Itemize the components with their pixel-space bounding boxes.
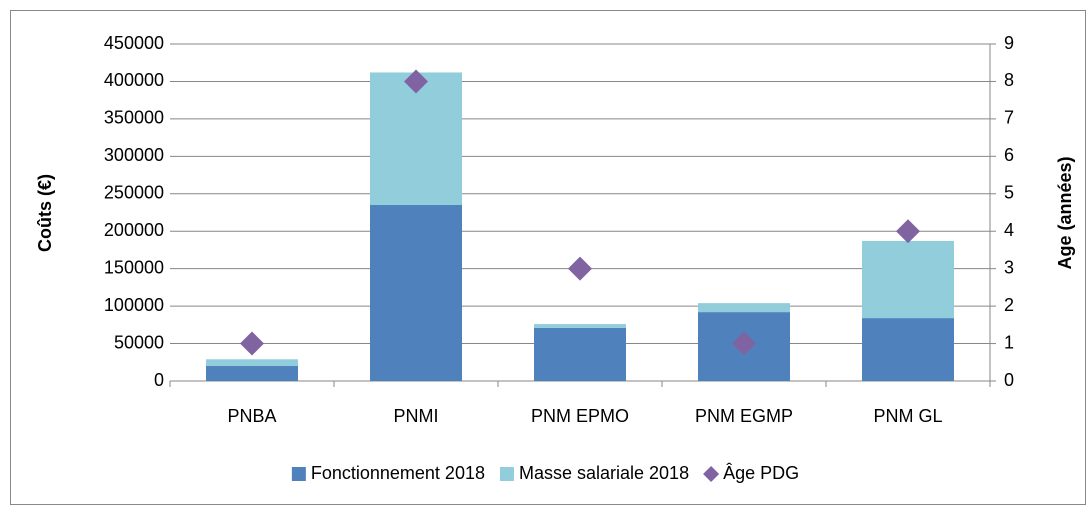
diamond-marker — [240, 331, 264, 356]
y-tick-label: 150000 — [104, 257, 164, 277]
x-tick-label: PNBA — [227, 406, 276, 426]
x-tick-label: PNM GL — [873, 406, 942, 426]
y2-tick-label: 4 — [1004, 220, 1014, 240]
y2-tick-label: 7 — [1004, 108, 1014, 128]
diamond-marker — [732, 331, 756, 356]
y-tick-label: 50000 — [114, 332, 164, 352]
y2-tick-label: 5 — [1004, 183, 1014, 203]
legend-item: Âge PDG — [703, 463, 799, 483]
bar-segment — [862, 318, 954, 381]
bar-segment — [206, 366, 298, 381]
legend-label: Âge PDG — [723, 463, 799, 483]
y2-tick-label: 3 — [1004, 257, 1014, 277]
diamond-marker — [896, 219, 920, 244]
bar-segment — [534, 327, 626, 381]
y-axis-title: Coûts (€) — [35, 174, 55, 252]
y2-axis-title: Age (années) — [1055, 156, 1075, 269]
bar-segment — [534, 324, 626, 328]
diamond-marker — [404, 69, 428, 94]
x-tick-label: PNMI — [394, 406, 439, 426]
y2-tick-label: 1 — [1004, 332, 1014, 352]
y2-tick-label: 0 — [1004, 370, 1014, 390]
diamond-marker — [568, 256, 592, 281]
x-tick-label: PNM EPMO — [531, 406, 629, 426]
bar-segment — [206, 359, 298, 367]
y-tick-label: 200000 — [104, 220, 164, 240]
y-tick-label: 0 — [154, 370, 164, 390]
legend-label: Masse salariale 2018 — [519, 463, 689, 483]
bar-segment — [370, 205, 462, 381]
y-tick-label: 250000 — [104, 183, 164, 203]
y2-tick-label: 2 — [1004, 295, 1014, 315]
legend-symbol — [291, 467, 306, 481]
y-tick-label: 350000 — [104, 108, 164, 128]
y-tick-label: 400000 — [104, 70, 164, 90]
legend-symbol — [499, 467, 514, 481]
legend-item: Masse salariale 2018 — [499, 463, 689, 483]
bar-segment — [862, 240, 954, 319]
y-tick-label: 450000 — [104, 33, 164, 53]
legend-item: Fonctionnement 2018 — [291, 463, 485, 483]
legend-label: Fonctionnement 2018 — [311, 463, 485, 483]
y2-tick-label: 9 — [1004, 33, 1014, 53]
legend-symbol — [703, 466, 720, 482]
y-tick-label: 300000 — [104, 145, 164, 165]
bar-segment — [698, 303, 790, 313]
y-tick-label: 100000 — [104, 295, 164, 315]
y2-tick-label: 6 — [1004, 145, 1014, 165]
bar-segment — [370, 72, 462, 206]
x-tick-label: PNM EGMP — [695, 406, 793, 426]
y2-tick-label: 8 — [1004, 70, 1014, 90]
